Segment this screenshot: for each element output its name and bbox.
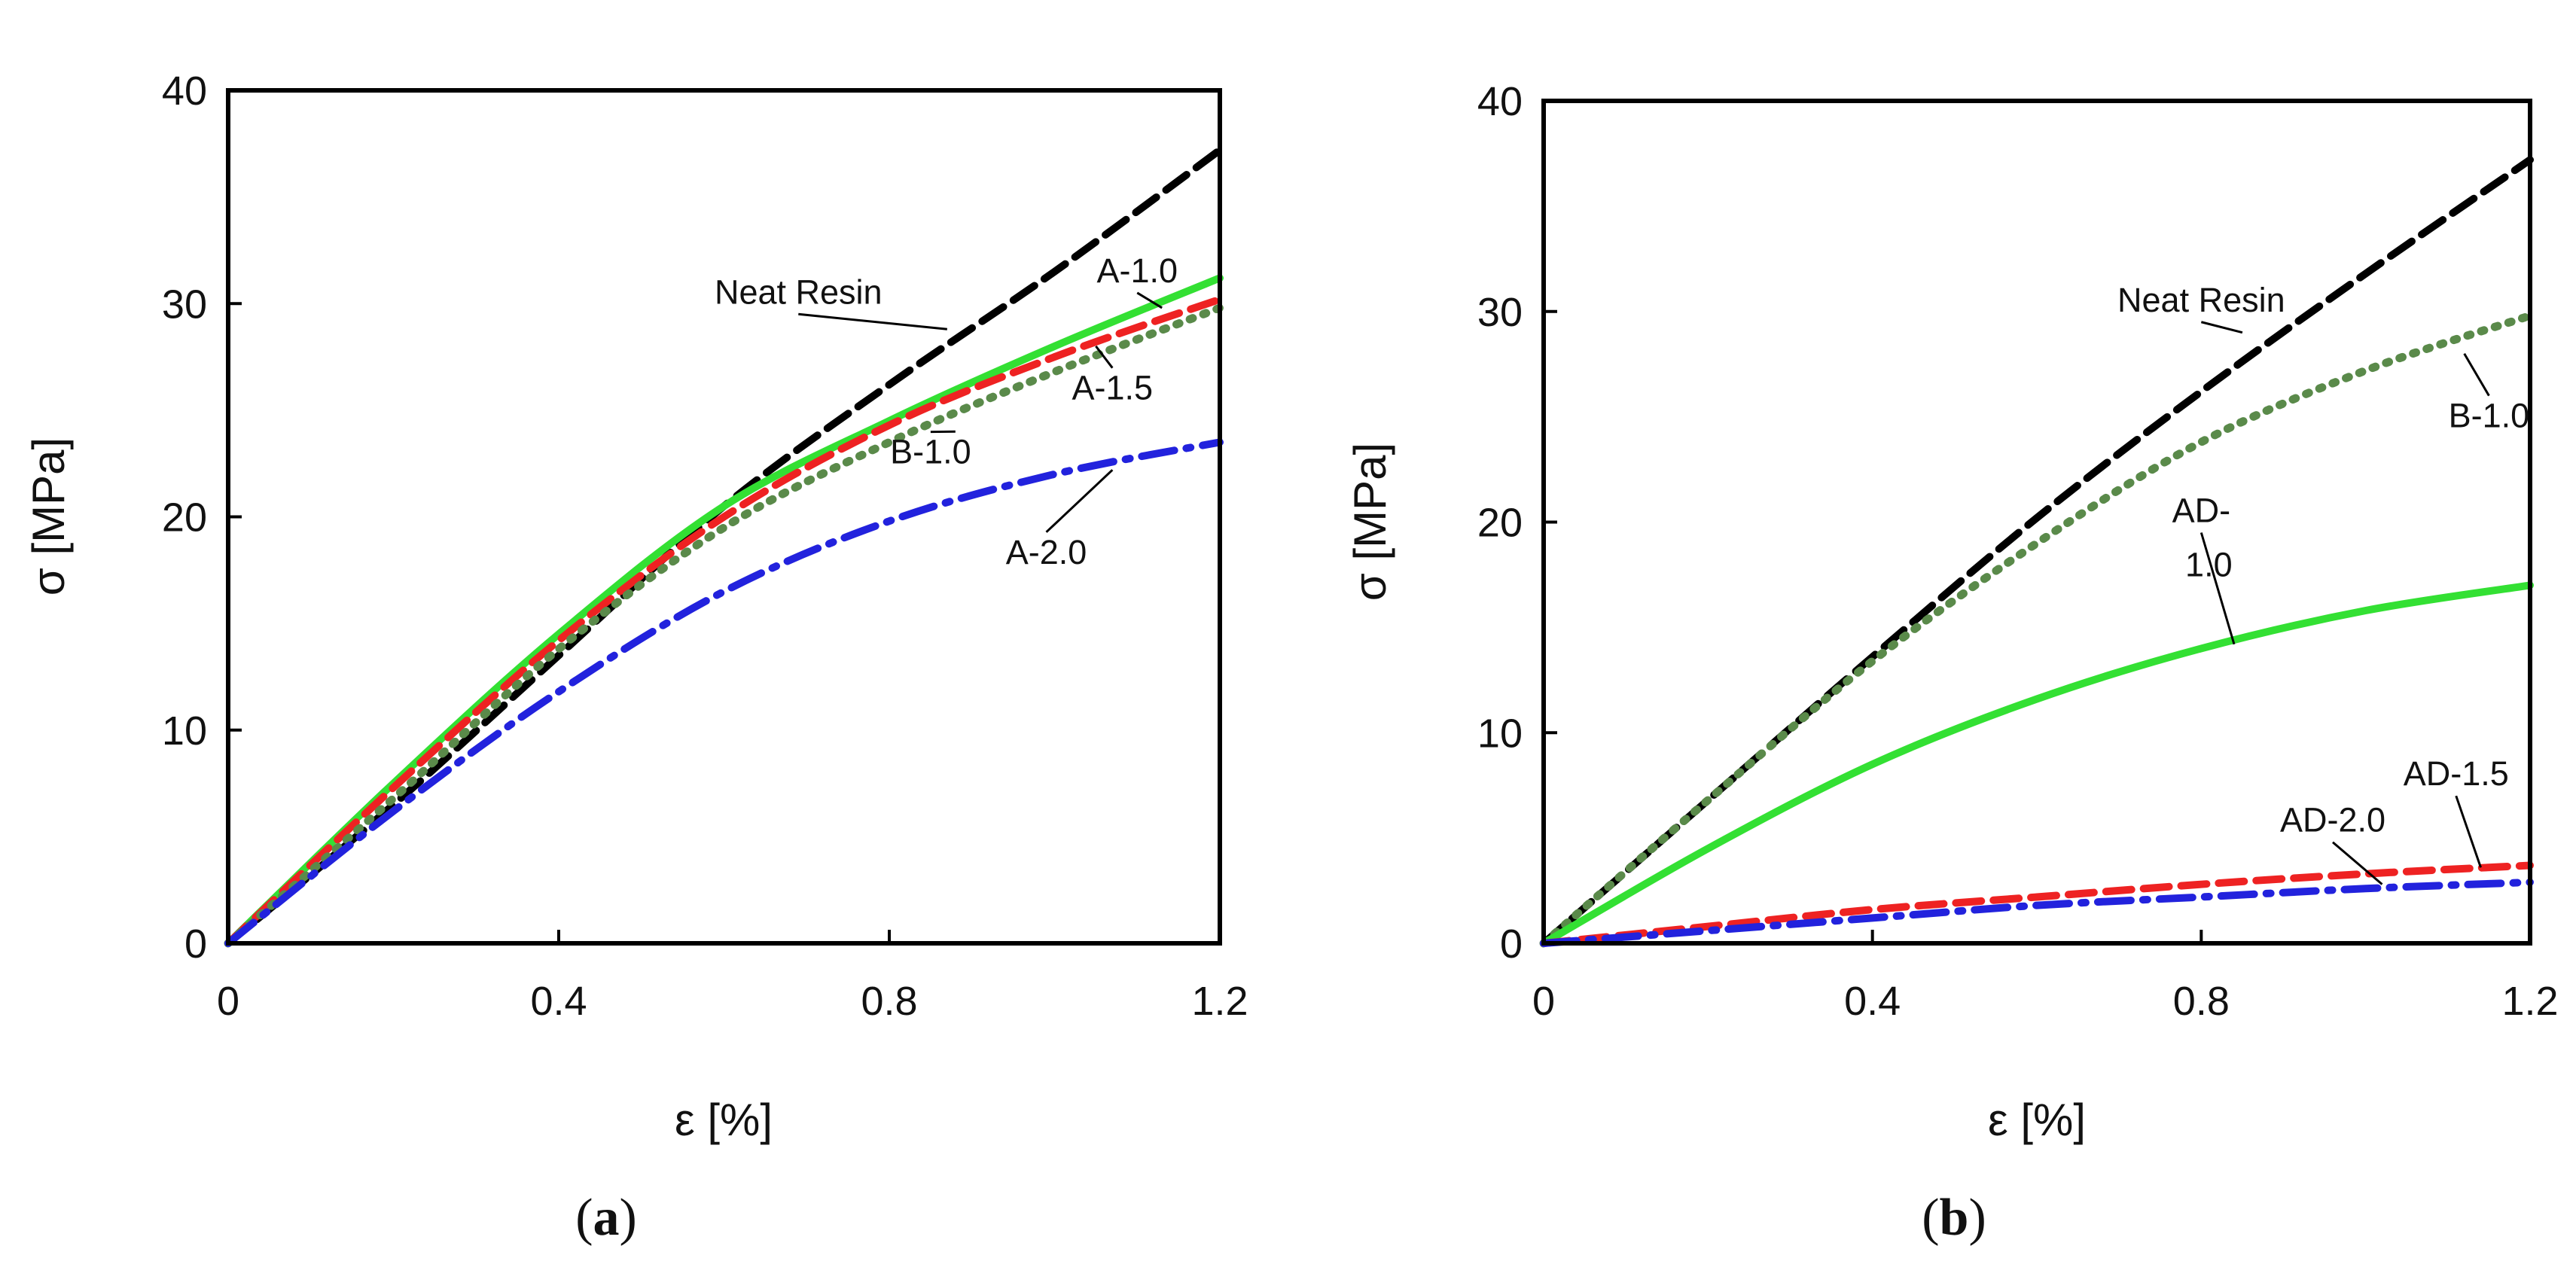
panel-b-caption: (b): [1922, 1189, 1986, 1247]
panel-b-series-b-1-0-line: [1539, 311, 2535, 948]
panel-b-series-neat-resin-line: [1540, 156, 2534, 947]
panel-a: 0 0.4 0.8 1.2 0 10 20 30 40 Neat Resin A-1.0 A-1.5…: [23, 69, 1248, 1247]
panel-a-label-a-2-0-leader: [1045, 469, 1114, 533]
panel-a-label-a-1-5: A-1.5: [1072, 369, 1154, 407]
panel-b-y-axis-title: σ [MPa]: [1345, 443, 1395, 601]
panel-a-x-tick-label: 0.4: [530, 979, 587, 1024]
panel-b-y-tick-label: 30: [1477, 290, 1523, 335]
panel-a-label-a-2-0: A-2.0: [1006, 533, 1087, 571]
panel-a-x-tick-label: 1.2: [1191, 979, 1248, 1024]
panel-b-ticks: [1542, 99, 2532, 945]
panel-b-y-tick-label: 20: [1477, 501, 1523, 546]
panel-b-y-tick-label: 0: [1500, 921, 1523, 967]
panel-a-y-tick-label: 10: [162, 708, 207, 754]
panel-b-label-neat-resin-leader: [2200, 321, 2243, 334]
panel-a-label-neat-resin: Neat Resin: [715, 273, 883, 311]
panel-b-y-tick-label: 40: [1477, 79, 1523, 124]
panel-b-curves: [1539, 156, 2535, 948]
panel-b-label-ad-2-0-leader: [2332, 841, 2383, 885]
panel-a-y-tick-label: 20: [162, 495, 207, 541]
panel-a-y-tick-label: 30: [162, 282, 207, 327]
panel-b-x-tick-label: 0.4: [1844, 979, 1901, 1024]
panel-a-tick-labels: 0 0.4 0.8 1.2 0 10 20 30 40: [162, 69, 1248, 1024]
panel-b-annotations: Neat Resin B-1.0 AD- 1.0 AD-1.5 AD-2.0: [2117, 281, 2529, 885]
panel-b-label-b-1-0: B-1.0: [2449, 397, 2530, 435]
panel-b-caption-close: ): [1968, 1189, 1986, 1247]
panel-b-series-ad-1-0-line: [1540, 581, 2534, 947]
panel-a-caption-letter: a: [593, 1189, 620, 1247]
panel-a-label-a-1-0-leader: [1136, 291, 1163, 309]
panel-b-label-ad-1-5: AD-1.5: [2404, 754, 2509, 793]
panel-b-series-ad-1-5-line: [1540, 861, 2534, 947]
panel-b-series-ad-2-0-line: [1540, 878, 2534, 947]
panel-b-label-ad-2-0: AD-2.0: [2280, 801, 2385, 839]
panel-b-label-ad-1-0: AD-: [2172, 492, 2231, 530]
panel-a-label-b-1-0: B-1.0: [890, 433, 971, 471]
panel-a-y-tick-label: 40: [162, 69, 207, 114]
panel-a-caption: (a): [575, 1189, 637, 1247]
panel-b-caption-open: (: [1922, 1189, 1939, 1247]
panel-a-y-axis-title: σ [MPa]: [23, 437, 74, 595]
panel-a-ticks: [227, 89, 1221, 945]
panel-b-x-tick-label: 0.8: [2173, 979, 2230, 1024]
panel-a-x-tick-label: 0.8: [861, 979, 917, 1024]
panel-a-label-neat-resin-leader: [798, 312, 947, 330]
panel-a-series-a-2-0-line: [224, 438, 1224, 947]
panel-b-x-axis-title: ε [%]: [1988, 1095, 2086, 1145]
panel-b-label-neat-resin: Neat Resin: [2117, 281, 2285, 319]
panel-a-series-b-1-0-line: [224, 303, 1224, 948]
panel-b-x-tick-label: 1.2: [2501, 979, 2558, 1024]
panel-b-caption-letter: b: [1940, 1189, 1969, 1247]
panel-b-tick-labels: 0 0.4 0.8 1.2 0 10 20 30 40: [1477, 79, 2559, 1024]
panel-a-label-a-1-5-leader: [1095, 345, 1114, 369]
panel-a-caption-close: ): [620, 1189, 637, 1247]
panel-b-label-ad-1-0-line2: 1.0: [2185, 546, 2233, 584]
panel-b-label-ad-1-0-leader: [2200, 532, 2236, 645]
panel-b-label-ad-1-5-leader: [2455, 795, 2482, 868]
panel-a-caption-open: (: [575, 1189, 593, 1247]
panel-b-y-tick-label: 10: [1477, 711, 1523, 756]
panel-a-y-tick-label: 0: [184, 921, 207, 967]
panel-a-annotations: Neat Resin A-1.0 A-1.5 B-1.0 A-2.0: [715, 251, 1178, 571]
panel-a-x-tick-label: 0: [217, 979, 239, 1024]
panel-a-x-axis-title: ε [%]: [675, 1095, 773, 1145]
panel-a-curves: [224, 146, 1224, 948]
panel-a-series-a-1-5-line: [224, 295, 1224, 947]
panel-b-label-b-1-0-leader: [2463, 352, 2490, 397]
panel-a-label-a-1-0: A-1.0: [1096, 251, 1178, 290]
panel-b-x-tick-label: 0: [1532, 979, 1555, 1024]
